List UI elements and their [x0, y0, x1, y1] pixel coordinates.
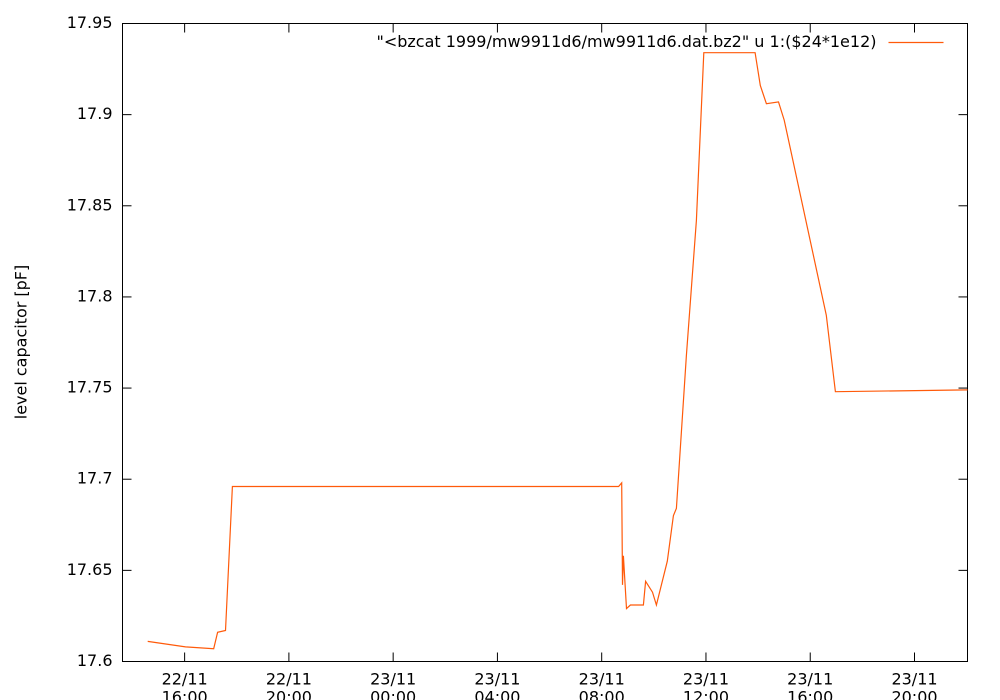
legend-label: "<bzcat 1999/mw9911d6/mw9911d6.dat.bz2" … — [376, 32, 876, 51]
y-tick-label: 17.85 — [67, 195, 113, 214]
x-tick-label-line: 23/11 — [579, 669, 625, 688]
x-tick-label-line: 16:00 — [787, 687, 833, 700]
x-tick-label-line: 23/11 — [474, 669, 520, 688]
x-tick-label-line: 23/11 — [370, 669, 416, 688]
x-tick-label: 23/11 12:00 — [683, 669, 729, 700]
x-tick-label-line: 23/11 — [787, 669, 833, 688]
x-tick-label-line: 22/11 — [266, 669, 312, 688]
x-tick-label-line: 20:00 — [891, 687, 937, 700]
x-tick-label-line: 22/11 — [162, 669, 208, 688]
y-axis-label: level capacitor [pF] — [12, 265, 31, 420]
x-tick-label-line: 08:00 — [579, 687, 625, 700]
y-tick-label: 17.75 — [67, 378, 113, 397]
x-tick-label: 23/11 16:00 — [787, 669, 833, 700]
y-tick-label: 17.95 — [67, 13, 113, 32]
y-tick-label: 17.8 — [77, 286, 113, 305]
x-tick-label-line: 12:00 — [683, 687, 729, 700]
y-tick-label: 17.6 — [77, 651, 113, 670]
x-tick-label-line: 00:00 — [370, 687, 416, 700]
x-tick-label: 23/11 08:00 — [579, 669, 625, 700]
data-line — [147, 52, 968, 650]
y-tick-label: 17.9 — [77, 104, 113, 123]
x-tick-label-line: 20:00 — [266, 687, 312, 700]
x-tick-label: 23/11 04:00 — [474, 669, 520, 700]
x-tick-label: 23/11 20:00 — [891, 669, 937, 700]
x-tick-label: 22/11 20:00 — [266, 669, 312, 700]
x-tick-label-line: 23/11 — [683, 669, 729, 688]
x-tick-label-line: 04:00 — [474, 687, 520, 700]
x-tick-label: 22/11 16:00 — [162, 669, 208, 700]
x-tick-label-line: 23/11 — [891, 669, 937, 688]
y-tick-label: 17.7 — [77, 469, 113, 488]
x-tick-label: 23/11 00:00 — [370, 669, 416, 700]
y-tick-label: 17.65 — [67, 560, 113, 579]
x-tick-label-line: 16:00 — [162, 687, 208, 700]
plot-frame — [122, 23, 968, 662]
